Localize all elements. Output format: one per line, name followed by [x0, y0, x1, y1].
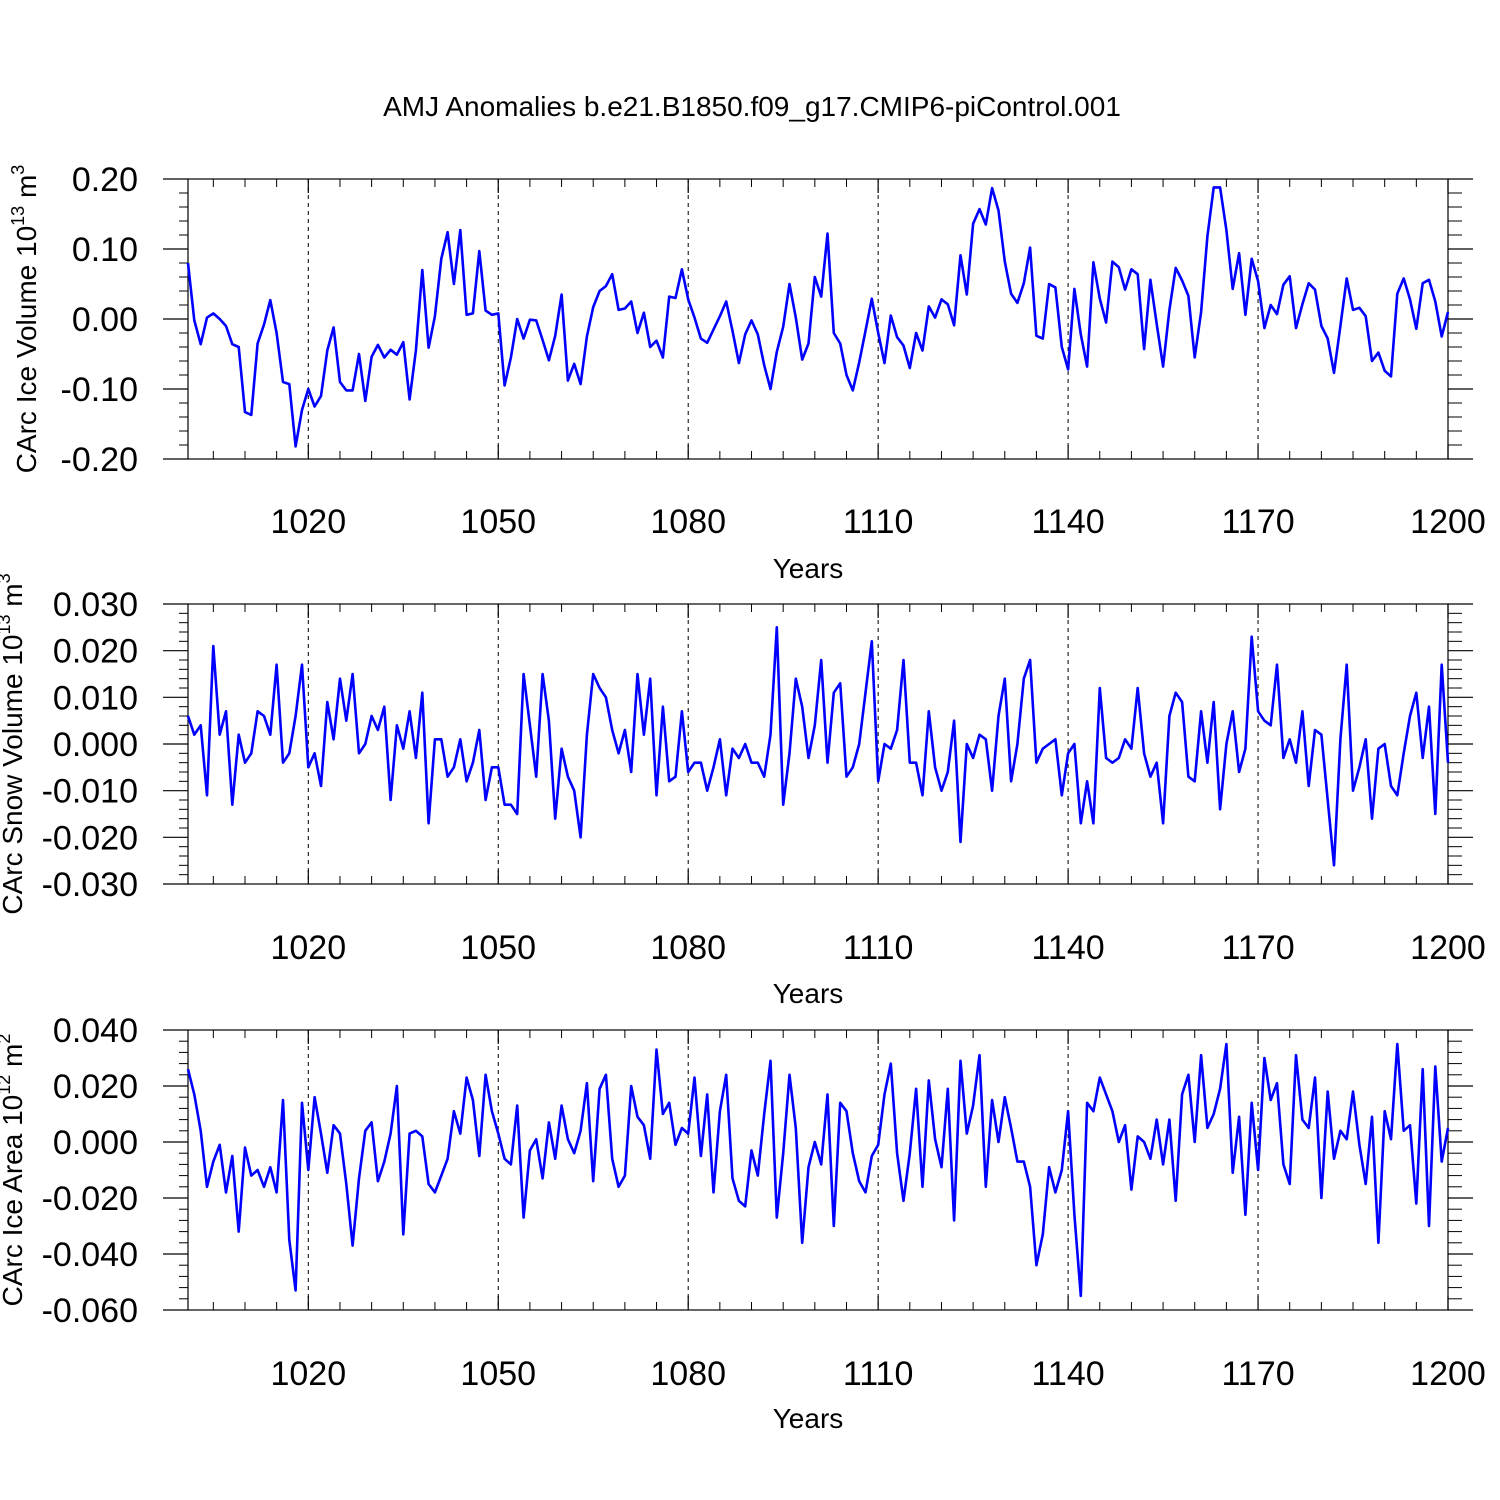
plot-frame [187, 1029, 1449, 1311]
plot-frame [187, 603, 1449, 885]
y-tick-label: -0.030 [42, 866, 138, 904]
y-axis-label-part: m [11, 175, 42, 206]
y-tick-label: 0.10 [72, 231, 138, 269]
series-line [186, 186, 1450, 448]
x-tick-label: 1200 [1410, 1355, 1486, 1393]
y-tick-label: 0.010 [53, 679, 138, 717]
x-tick-label: 1170 [1221, 1355, 1294, 1393]
x-tick-label: 1080 [650, 1355, 726, 1393]
x-tick-label: 1170 [1221, 929, 1294, 967]
y-tick-label: 0.000 [53, 726, 138, 764]
y-tick-label: 0.030 [53, 586, 138, 624]
x-tick-label: 1140 [1032, 503, 1105, 541]
x-tick-label: 1050 [460, 929, 536, 967]
x-axis-label: Years [773, 978, 844, 1009]
series-line [186, 1042, 1450, 1298]
y-tick-label: 0.000 [53, 1124, 138, 1162]
y-tick-label: 0.020 [53, 633, 138, 671]
y-tick-label: -0.020 [42, 1180, 138, 1218]
x-tick-label: 1020 [270, 503, 346, 541]
chart-title: AMJ Anomalies b.e21.B1850.f09_g17.CMIP6-… [383, 91, 1121, 122]
y-tick-label: -0.020 [42, 819, 138, 857]
x-axis-label: Years [773, 1403, 844, 1434]
y-axis-label-part: CArc Snow Volume 10 [0, 635, 28, 915]
x-tick-label: 1110 [843, 929, 914, 967]
panel-snow-volume: -0.030 -0.020 -0.010 0.000 0.010 0.020 0.030 10… [0, 573, 1486, 1009]
panel-ice-area: -0.060 -0.040 -0.020 0.000 0.020 0.040 1020 105… [0, 1012, 1486, 1434]
x-tick-label: 1140 [1032, 1355, 1105, 1393]
y-axis-label-superscript: 2 [0, 1034, 14, 1044]
x-tick-label: 1080 [650, 503, 726, 541]
series-line [186, 625, 1450, 867]
plot-frame [187, 178, 1449, 460]
x-tick-label: 1200 [1410, 503, 1486, 541]
y-axis-label-superscript: 3 [0, 573, 14, 583]
x-tick-label: 1020 [270, 929, 346, 967]
x-tick-label: 1200 [1410, 929, 1486, 967]
y-tick-label: -0.010 [42, 773, 138, 811]
y-axis-label-part: CArc Ice Area 10 [0, 1095, 28, 1307]
y-axis-label-part: CArc Ice Volume 10 [11, 226, 42, 473]
y-tick-label: -0.040 [42, 1236, 138, 1274]
y-axis-label-superscript: 3 [8, 165, 28, 175]
y-tick-label: 0.020 [53, 1068, 138, 1106]
y-axis-label: CArc Snow Volume 1013 m3 [0, 573, 28, 914]
y-tick-label: 0.20 [72, 161, 138, 199]
y-axis-label: CArc Ice Volume 1013 m3 [8, 165, 42, 474]
panel-ice-volume: -0.20 -0.10 0.00 0.10 0.20 1020 1050 1080 1110 11… [8, 161, 1486, 584]
y-axis-label-superscript: 13 [8, 206, 28, 226]
x-tick-label: 1140 [1032, 929, 1105, 967]
x-tick-label: 1080 [650, 929, 726, 967]
x-tick-label: 1020 [270, 1355, 346, 1393]
x-tick-label: 1110 [843, 503, 914, 541]
y-tick-label: -0.060 [42, 1292, 138, 1330]
y-axis-label: CArc Ice Area 1012 m2 [0, 1034, 28, 1307]
y-axis-label-part: m [0, 583, 28, 614]
x-axis-label: Years [773, 553, 844, 584]
x-tick-label: 1110 [843, 1355, 914, 1393]
x-tick-label: 1170 [1221, 503, 1294, 541]
y-axis-label-part: m [0, 1044, 28, 1075]
y-tick-label: -0.10 [61, 371, 139, 409]
y-axis-label-superscript: 12 [0, 1075, 14, 1095]
y-tick-label: 0.00 [72, 301, 138, 339]
x-tick-label: 1050 [460, 1355, 536, 1393]
x-tick-label: 1050 [460, 503, 536, 541]
y-axis-label-superscript: 13 [0, 614, 14, 634]
y-tick-label: 0.040 [53, 1012, 138, 1050]
y-tick-label: -0.20 [61, 441, 139, 479]
